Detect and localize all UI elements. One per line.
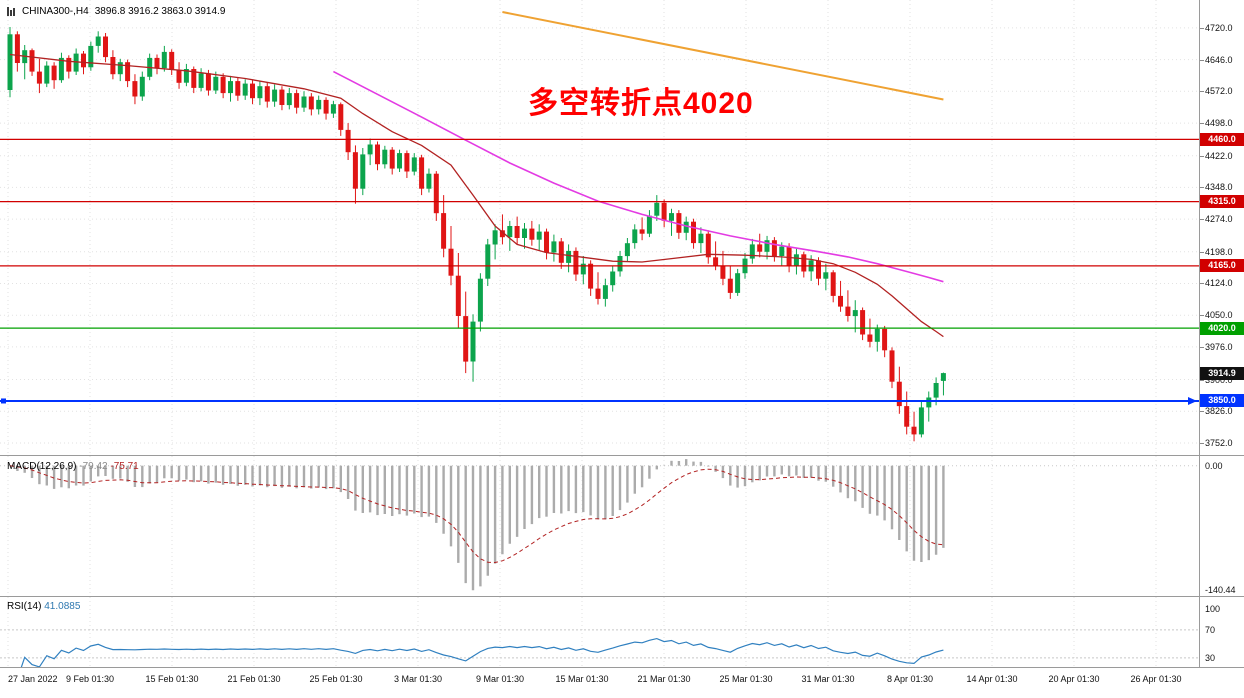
price-tick-mark xyxy=(1200,187,1204,189)
rsi-panel-canvas[interactable] xyxy=(0,597,1199,667)
macd-tick-label: -140.44 xyxy=(1205,585,1236,596)
price-tick-label: 4050.0 xyxy=(1205,310,1233,321)
price-badge-blue: 3850.0 xyxy=(1200,394,1244,408)
time-label: 21 Mar 01:30 xyxy=(637,674,691,684)
time-label: 15 Feb 01:30 xyxy=(145,674,199,684)
time-label: 14 Apr 01:30 xyxy=(966,674,1018,684)
hline-arrow-icon xyxy=(1188,396,1197,405)
macd-name: MACD(12,26,9) xyxy=(7,461,77,472)
price-tick-label: 4348.0 xyxy=(1205,182,1233,193)
time-label: 20 Apr 01:30 xyxy=(1048,674,1100,684)
macd-panel-canvas[interactable] xyxy=(0,456,1199,596)
macd-tick-label: 0.00 xyxy=(1205,460,1223,471)
ohlc-values: 3896.8 3916.2 3863.0 3914.9 xyxy=(94,6,226,17)
price-tick-mark xyxy=(1200,123,1204,125)
price-badge-red: 4315.0 xyxy=(1200,195,1244,209)
price-tick-mark xyxy=(1200,379,1204,381)
price-badge-red: 4165.0 xyxy=(1200,259,1244,273)
price-scale-separator xyxy=(1199,0,1200,668)
price-tick-label: 4422.0 xyxy=(1205,150,1233,161)
time-label: 31 Mar 01:30 xyxy=(801,674,855,684)
price-tick-mark xyxy=(1200,219,1204,221)
chart-title-bar: CHINA300-,H4 3896.8 3916.2 3863.0 3914.9 xyxy=(7,6,225,17)
time-label: 27 Jan 2022 xyxy=(8,674,58,684)
time-label: 9 Feb 01:30 xyxy=(65,674,115,684)
price-tick-mark xyxy=(1200,315,1204,317)
price-tick-mark xyxy=(1200,346,1204,348)
symbol-timeframe-label: CHINA300-,H4 xyxy=(22,6,89,17)
rsi-label: RSI(14) 41.0885 xyxy=(7,601,80,612)
panel-separator-rsi-axis[interactable] xyxy=(0,667,1244,668)
annotation-text: 多空转折点4020 xyxy=(528,87,754,120)
price-tick-label: 3976.0 xyxy=(1205,341,1233,352)
price-tick-label: 4646.0 xyxy=(1205,54,1233,65)
price-tick-mark xyxy=(1200,411,1204,413)
candles xyxy=(7,27,946,442)
macd-main-value: -79.42 xyxy=(79,461,108,472)
main-chart-canvas[interactable] xyxy=(0,0,1199,455)
time-label: 25 Feb 01:30 xyxy=(309,674,363,684)
price-tick-label: 4572.0 xyxy=(1205,86,1233,97)
time-label: 8 Apr 01:30 xyxy=(886,674,934,684)
time-label: 26 Apr 01:30 xyxy=(1130,674,1182,684)
price-badge-green: 4020.0 xyxy=(1200,321,1244,335)
rsi-tick-label: 30 xyxy=(1205,652,1216,663)
price-tick-label: 4274.0 xyxy=(1205,214,1233,225)
rsi-value: 41.0885 xyxy=(44,601,81,612)
time-label: 25 Mar 01:30 xyxy=(719,674,773,684)
price-tick-label: 4720.0 xyxy=(1205,22,1233,33)
time-label: 9 Mar 01:30 xyxy=(475,674,525,684)
price-tick-mark xyxy=(1200,251,1204,253)
macd-histogram xyxy=(16,459,945,591)
panel-separator-main-macd[interactable] xyxy=(0,455,1244,456)
macd-signal-line xyxy=(9,465,944,564)
rsi-name: RSI(14) xyxy=(7,601,42,612)
panel-separator-macd-rsi[interactable] xyxy=(0,596,1244,597)
price-tick-label: 3752.0 xyxy=(1205,437,1233,448)
time-label: 15 Mar 01:30 xyxy=(555,674,609,684)
price-scale[interactable]: 4720.0 4646.0 4572.0 4498.0 4422.0 4348.0 4274… xyxy=(0,0,1244,668)
price-tick-label: 3826.0 xyxy=(1205,406,1233,417)
macd-signal-value: -75.71 xyxy=(110,461,139,472)
price-tick-mark xyxy=(1200,91,1204,93)
price-tick-label: 4124.0 xyxy=(1205,278,1233,289)
rsi-tick-label: 70 xyxy=(1205,624,1216,635)
rsi-line xyxy=(20,637,944,667)
time-label: 21 Feb 01:30 xyxy=(227,674,281,684)
price-tick-mark xyxy=(1200,59,1204,61)
price-tick-mark xyxy=(1200,283,1204,285)
price-tick-mark xyxy=(1200,442,1204,444)
ma-fast-line[interactable] xyxy=(9,53,944,338)
price-tick-label: 4498.0 xyxy=(1205,118,1233,129)
trendline[interactable] xyxy=(502,11,944,101)
hline-handle-icon xyxy=(1,398,6,404)
last-price-badge: 3914.9 xyxy=(1200,366,1244,380)
macd-label: MACD(12,26,9) -79.42 -75.71 xyxy=(7,461,139,472)
chart-icon xyxy=(7,7,16,16)
time-label: 3 Mar 01:30 xyxy=(393,674,443,684)
rsi-tick-label: 100 xyxy=(1205,603,1221,614)
price-tick-mark xyxy=(1200,155,1204,157)
price-badge-red: 4460.0 xyxy=(1200,132,1244,146)
price-tick-label: 4198.0 xyxy=(1205,246,1233,257)
price-tick-mark xyxy=(1200,27,1204,29)
